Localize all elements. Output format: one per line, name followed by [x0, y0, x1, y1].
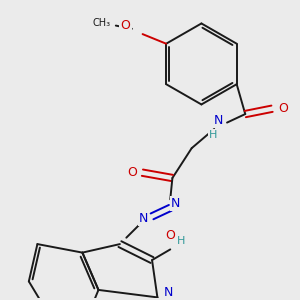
- Text: O: O: [121, 19, 130, 32]
- Text: H: H: [209, 130, 217, 140]
- Text: N: N: [214, 114, 223, 127]
- Text: N: N: [164, 286, 173, 298]
- Text: CH₃: CH₃: [93, 18, 111, 28]
- Text: O: O: [165, 229, 175, 242]
- Text: O: O: [127, 166, 136, 179]
- Text: N: N: [139, 212, 148, 225]
- Text: H: H: [177, 236, 185, 246]
- Text: O: O: [278, 102, 288, 115]
- Text: N: N: [171, 197, 180, 210]
